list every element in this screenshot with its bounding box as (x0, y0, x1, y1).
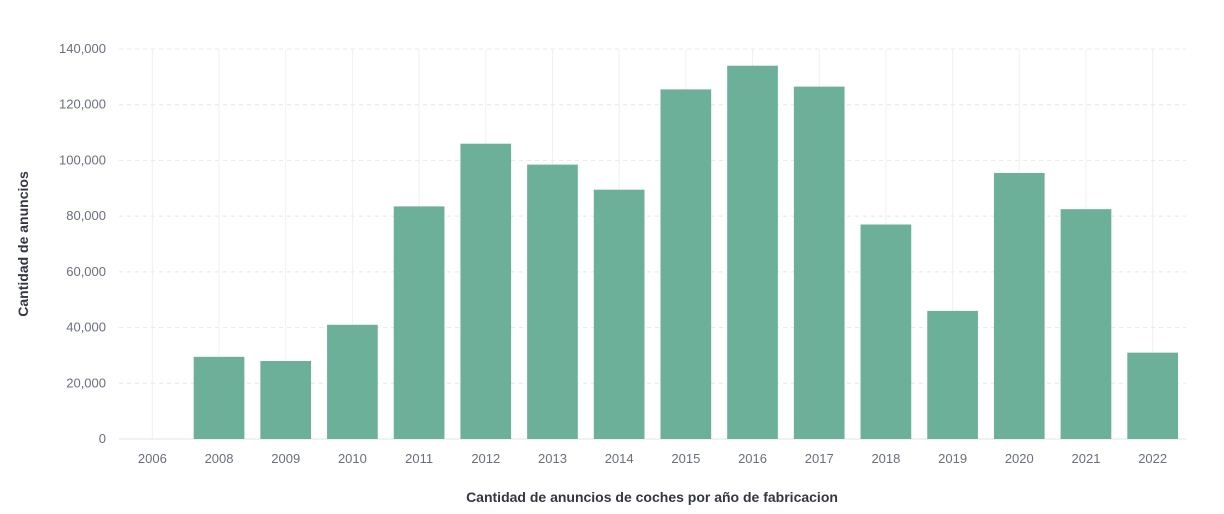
x-tick-label: 2008 (205, 451, 234, 466)
x-axis-ticks: 2006 2008 2009 2010 2011 2012 2013 2014 2015 2016… (138, 451, 1167, 466)
bar-2011 (393, 206, 445, 439)
bar-2013 (527, 164, 578, 439)
y-tick-label: 100,000 (59, 152, 106, 167)
y-tick-label: 60,000 (66, 264, 106, 279)
x-tick-label: 2009 (271, 451, 300, 466)
x-tick-label: 2014 (605, 451, 634, 466)
x-tick-label: 2022 (1138, 451, 1167, 466)
x-tick-label: 2006 (138, 451, 167, 466)
x-tick-label: 2017 (805, 451, 834, 466)
bar-2010 (327, 324, 378, 439)
y-tick-label: 80,000 (66, 208, 106, 223)
x-tick-label: 2019 (938, 451, 967, 466)
bar-2019 (927, 310, 978, 439)
bar-2022 (1127, 352, 1178, 439)
bar-2014 (593, 189, 645, 439)
bar-2008 (193, 356, 245, 439)
x-tick-label: 2010 (338, 451, 367, 466)
y-axis-ticks: 0 20,000 40,000 60,000 80,000 100,000 120,000 1… (59, 41, 106, 446)
y-axis-title: Cantidad de anuncios (15, 171, 31, 317)
bar-2016 (727, 65, 778, 439)
bar-2020 (993, 172, 1045, 439)
y-tick-label: 20,000 (66, 375, 106, 390)
y-tick-label: 140,000 (59, 41, 106, 56)
x-tick-label: 2012 (471, 451, 500, 466)
y-tick-label: 0 (99, 431, 106, 446)
x-tick-label: 2018 (871, 451, 900, 466)
bar-2009 (260, 361, 312, 439)
bar-2017 (793, 86, 845, 439)
bar-2012 (460, 143, 512, 439)
bars (193, 65, 1178, 440)
bar-2018 (860, 224, 912, 439)
x-tick-label: 2016 (738, 451, 767, 466)
x-tick-label: 2021 (1072, 451, 1101, 466)
bar-2021 (1060, 209, 1112, 439)
y-tick-label: 120,000 (59, 97, 106, 112)
x-tick-label: 2013 (538, 451, 567, 466)
x-tick-label: 2011 (405, 451, 433, 466)
x-tick-label: 2015 (671, 451, 700, 466)
x-axis-title: Cantidad de anuncios de coches por año d… (466, 489, 838, 505)
y-tick-label: 40,000 (66, 320, 106, 335)
bar-2015 (660, 89, 712, 440)
x-tick-label: 2020 (1005, 451, 1034, 466)
